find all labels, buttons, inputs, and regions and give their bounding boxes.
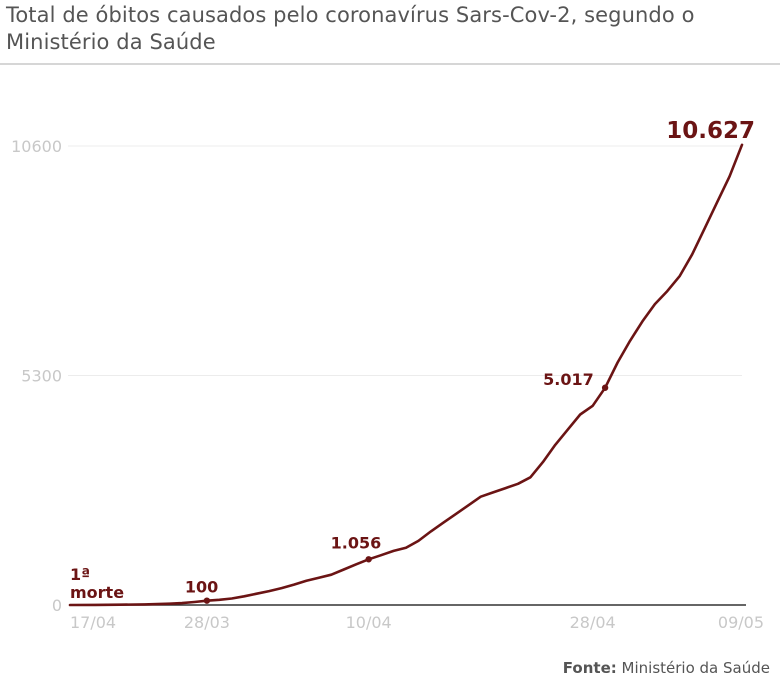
source-note: Fonte: Ministério da Saúde [563,659,770,677]
grid-layer [68,145,742,376]
series-line [68,143,744,607]
data-point-marker [365,556,372,563]
series-layer [68,143,744,607]
y-tick-label: 5300 [21,367,62,386]
source-label: Fonte: [562,659,617,677]
annotation-label: 5.017 [543,370,594,389]
y-tick-label: 0 [52,596,62,615]
annotation-label: 1ª [70,565,90,584]
axis-layer: 0 5300 10600 17/04 28/03 10/04 28/04 09/05 [11,137,764,632]
chart-title: Total de óbitos causados pelo coronavíru… [6,3,695,54]
title-divider [0,63,780,65]
source-text: Ministério da Saúde [621,659,770,677]
annotation-label: 100 [185,578,218,597]
annotation-label: 1.056 [331,533,382,552]
annotation-label: morte [70,583,124,602]
y-tick-label: 10600 [11,137,62,156]
data-point-marker [601,384,609,391]
x-tick-label: 28/04 [570,613,616,632]
x-tick-label: 10/04 [346,613,392,632]
x-tick-label: 09/05 [718,613,764,632]
x-tick-label: 28/03 [184,613,230,632]
data-point-marker [203,597,211,604]
annotation-label-final: 10.627 [666,118,755,144]
x-tick-label: 17/04 [70,613,116,632]
